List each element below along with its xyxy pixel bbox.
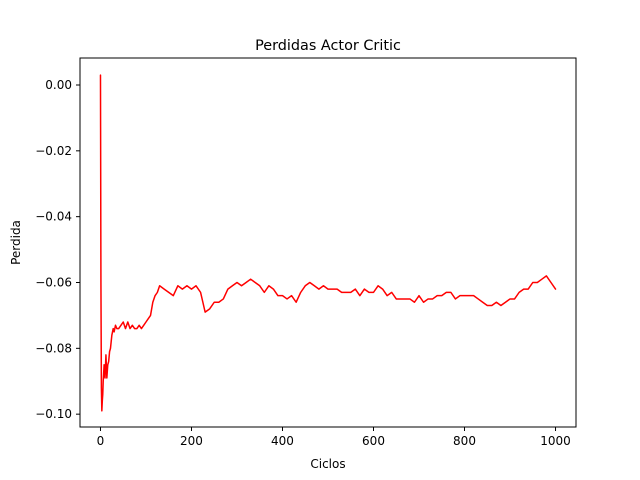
y-tick-label: −0.02 [35,144,72,158]
chart-title: Perdidas Actor Critic [255,38,401,54]
y-axis-label: Perdida [9,220,23,265]
y-tick-label: 0.00 [45,78,72,92]
x-tick-label: 0 [97,434,105,448]
plot-area [79,57,577,428]
y-tick-label: −0.10 [35,407,72,421]
series-layer [99,74,557,412]
series-line [99,74,557,412]
x-tick-label: 200 [180,434,203,448]
plot-background [80,58,576,427]
x-axis-label: Ciclos [310,457,345,471]
y-tick-label: −0.04 [35,210,72,224]
x-tick-label: 400 [271,434,294,448]
y-tick-label: −0.06 [35,275,72,289]
y-axis-ticks: 0.00 −0.02 −0.04 −0.06 −0.08 −0.10 [35,78,80,421]
axes-frame [79,57,577,428]
x-axis-ticks: 0 200 400 600 800 1000 [97,427,571,448]
y-tick-label: −0.08 [35,341,72,355]
x-tick-label: 1000 [540,434,571,448]
x-tick-label: 600 [362,434,385,448]
x-tick-label: 800 [453,434,476,448]
